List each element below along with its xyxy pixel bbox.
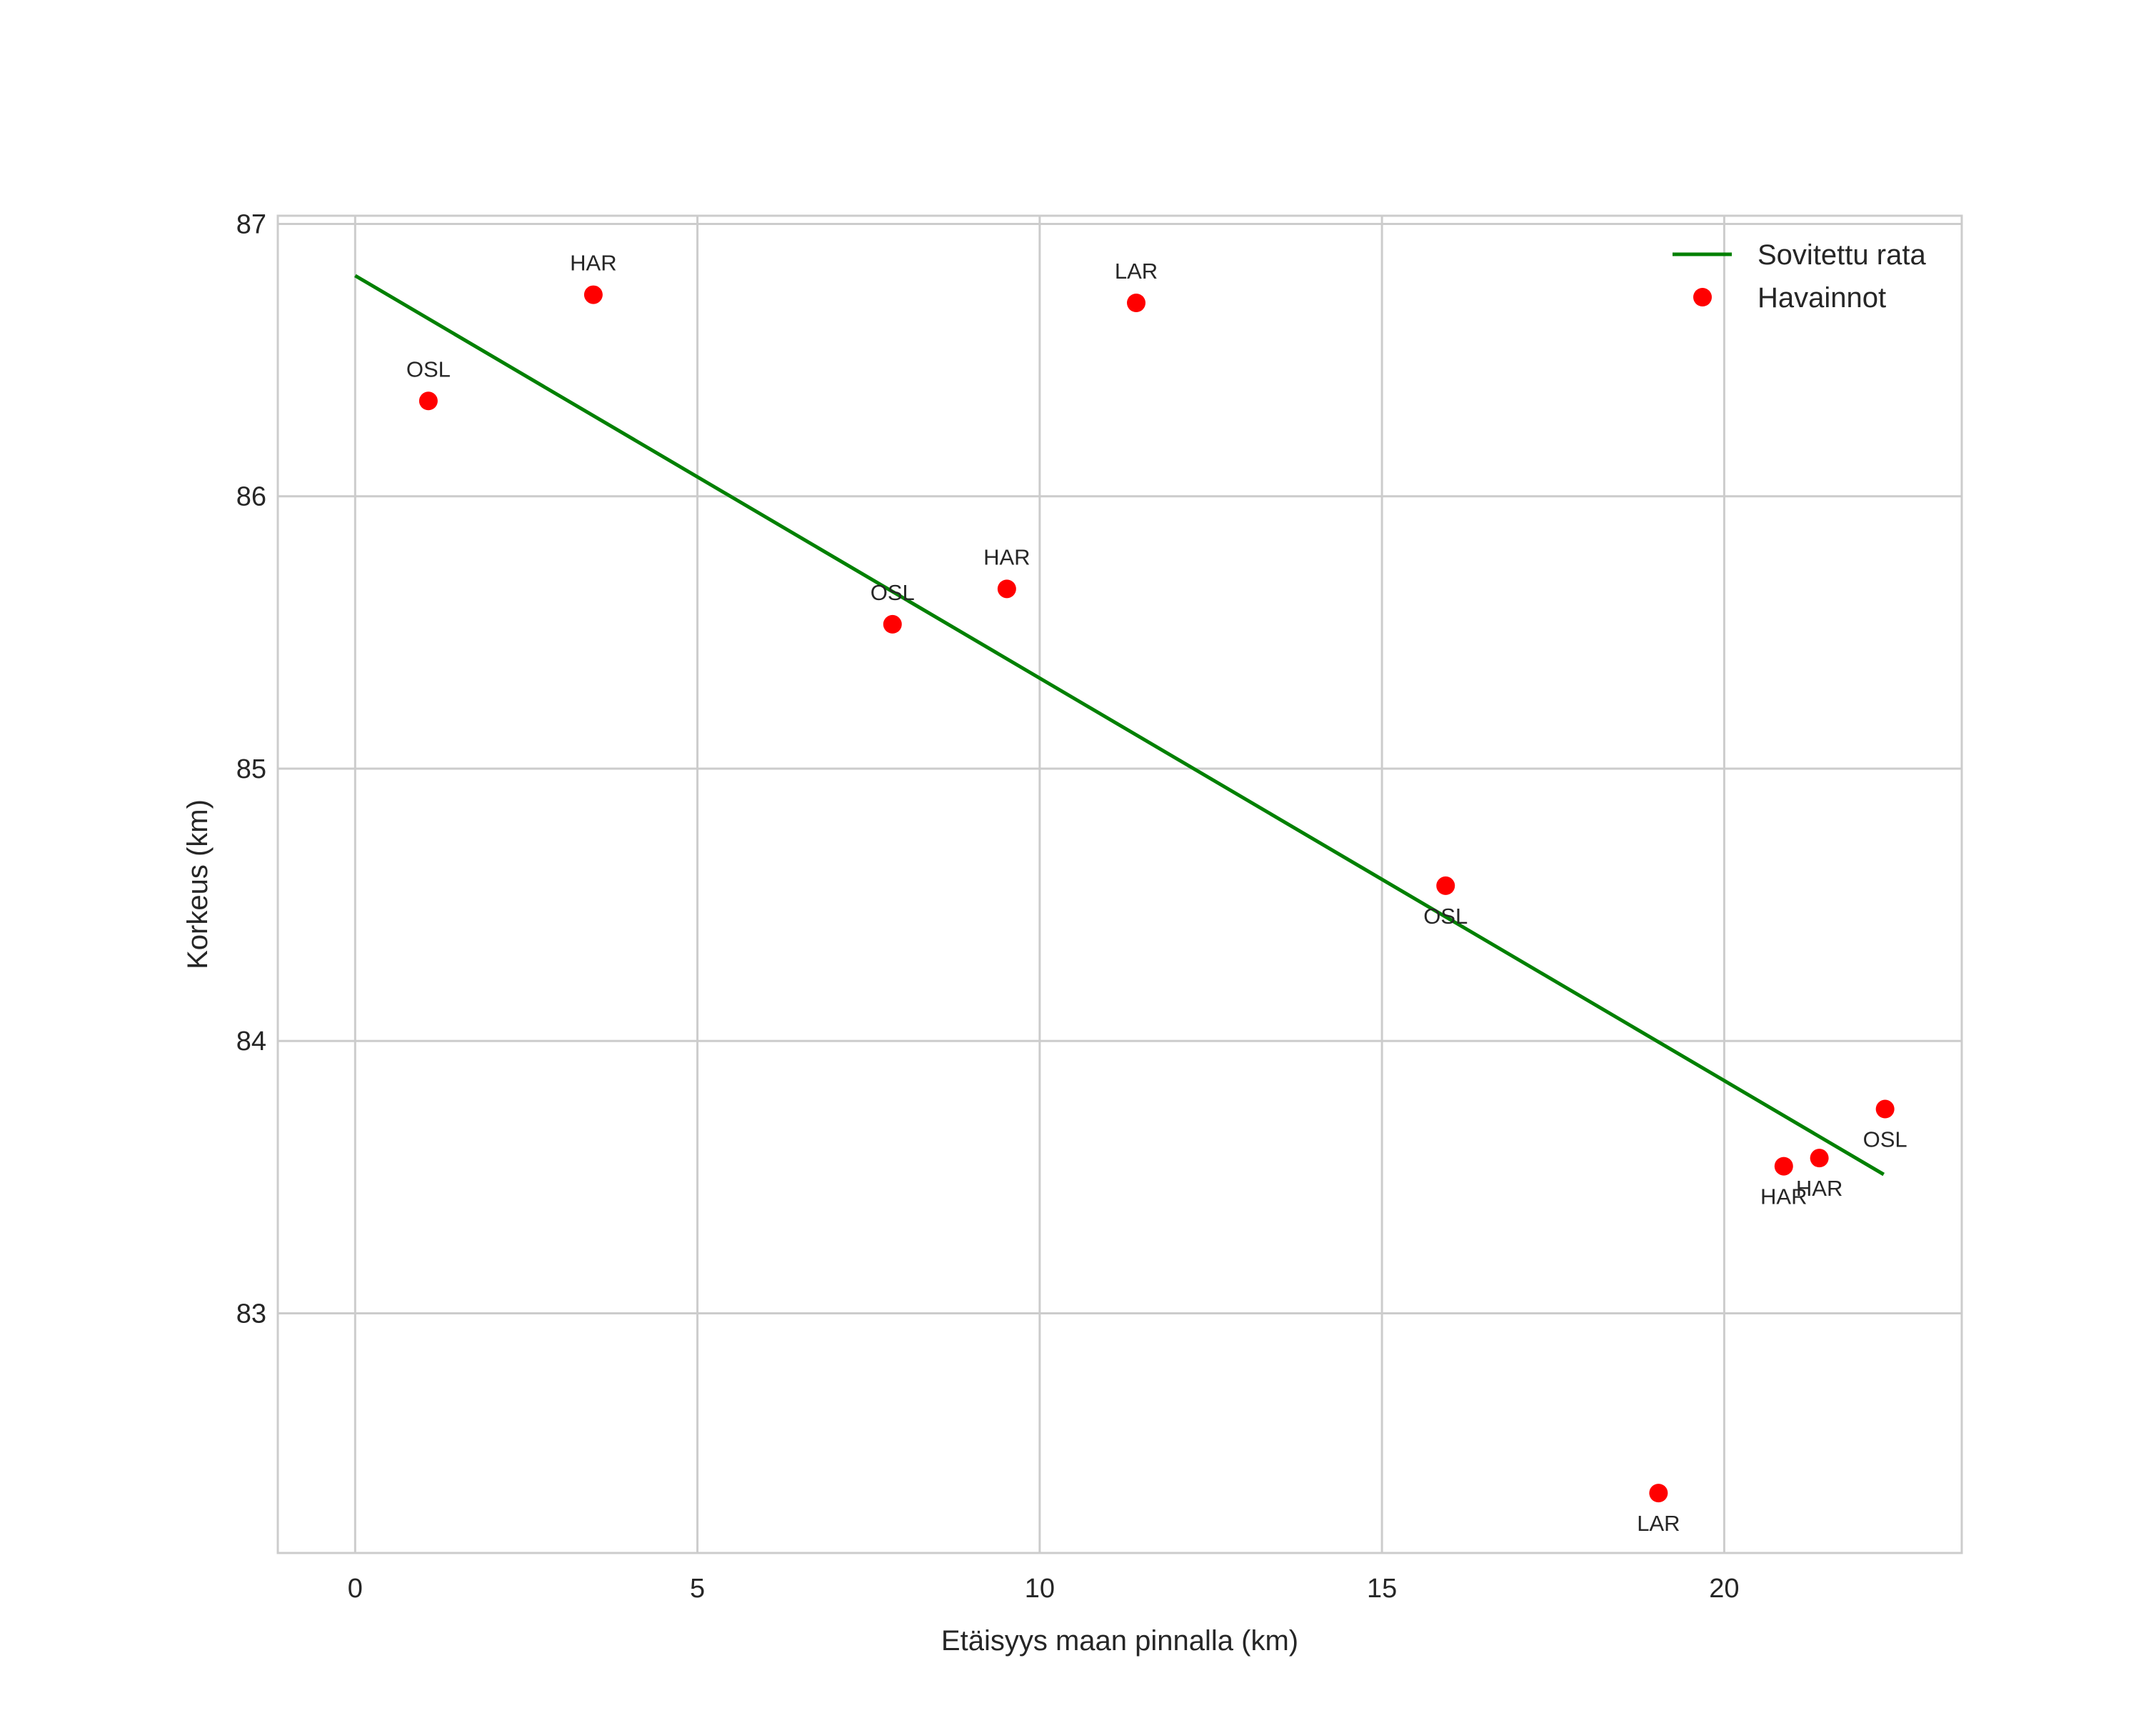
observation-point	[1127, 294, 1146, 313]
point-label: HAR	[1796, 1176, 1842, 1201]
x-tick-label: 15	[1367, 1574, 1397, 1604]
observation-point	[1436, 876, 1455, 895]
point-label: OSL	[871, 580, 915, 605]
plot-frame	[276, 214, 1963, 1554]
x-tick-label: 5	[690, 1574, 705, 1604]
y-axis-ticks: 83 84 85 86 87	[236, 209, 266, 1329]
observation-point	[1649, 1484, 1668, 1503]
legend-entry-observations: Havainnot	[1758, 282, 1886, 314]
observation-point	[883, 614, 902, 634]
observation-point	[997, 579, 1016, 599]
y-axis-label: Korkeus (km)	[182, 799, 214, 969]
y-tick-label: 83	[236, 1299, 266, 1329]
point-label: HAR	[570, 251, 616, 276]
point-label: HAR	[983, 544, 1030, 569]
observation-point	[1774, 1157, 1793, 1176]
point-label: HAR	[1760, 1184, 1807, 1209]
x-tick-label: 10	[1025, 1574, 1055, 1604]
observation-point	[1810, 1149, 1829, 1168]
x-tick-label: 0	[348, 1574, 363, 1604]
y-tick-label: 87	[236, 209, 266, 239]
observation-point	[583, 285, 603, 304]
x-axis-ticks: 0 5 10 15 20	[348, 1574, 1740, 1604]
observation-point	[1875, 1099, 1895, 1119]
point-label: OSL	[1863, 1127, 1907, 1152]
y-tick-label: 86	[236, 482, 266, 512]
fit-line	[354, 274, 1885, 1177]
y-tick-label: 85	[236, 754, 266, 784]
observation-point	[418, 391, 438, 411]
x-axis-label: Etäisyys maan pinnalla (km)	[941, 1625, 1298, 1657]
y-tick-label: 84	[236, 1027, 266, 1057]
point-label: OSL	[1423, 904, 1468, 929]
x-tick-label: 20	[1709, 1574, 1739, 1604]
point-label: OSL	[406, 356, 451, 381]
point-label: LAR	[1115, 259, 1158, 284]
legend-entry-fit: Sovitettu rata	[1758, 239, 1926, 271]
legend: Sovitettu rata Havainnot	[1673, 239, 1926, 314]
legend-point-swatch	[1693, 288, 1712, 306]
grid	[278, 216, 1962, 1553]
point-label: LAR	[1637, 1511, 1680, 1536]
